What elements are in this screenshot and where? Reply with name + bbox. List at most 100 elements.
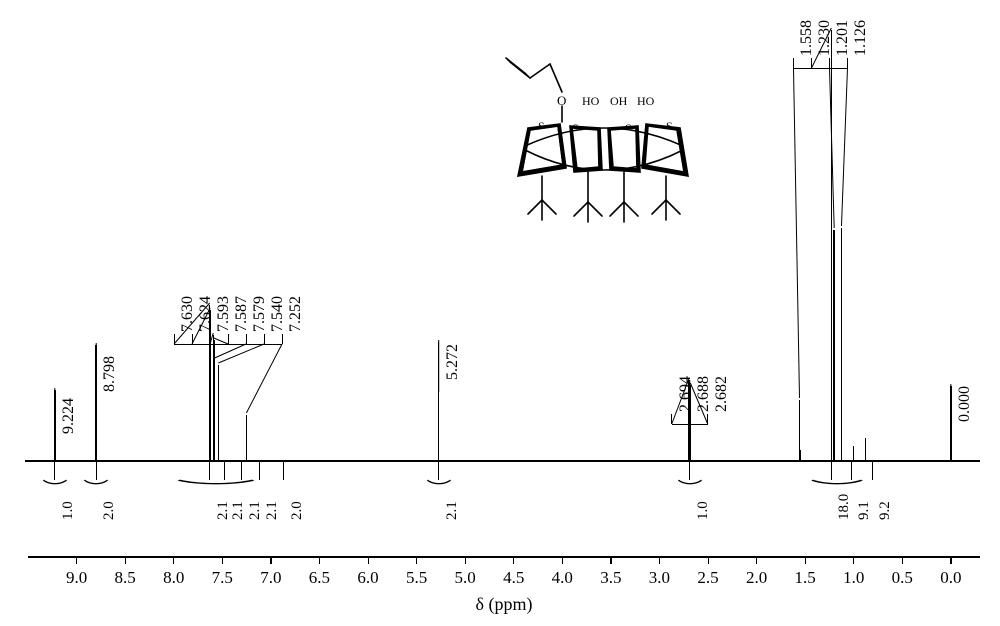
integration-value: 2.0: [101, 501, 118, 520]
x-axis-tick: [125, 556, 126, 564]
nmr-peak: [210, 310, 211, 460]
peak-assignment-label: 1.558: [798, 20, 816, 56]
peak-label-leader: [829, 58, 830, 68]
x-axis-tick: [950, 556, 951, 564]
peak-assignment-label: 5.272: [444, 344, 462, 380]
integration-value: 1.0: [60, 501, 77, 520]
x-axis-tick: [368, 556, 369, 564]
integration-marker: [209, 462, 210, 480]
peak-label-leader: [671, 414, 672, 424]
peak-label-leader: [96, 394, 97, 404]
nmr-noise: [246, 452, 247, 460]
nmr-noise: [853, 446, 854, 460]
x-axis-tick: [902, 556, 903, 564]
x-axis-tick-label: 4.5: [503, 568, 524, 588]
integration-brace: ︶: [677, 480, 702, 498]
x-axis-tick: [805, 556, 806, 564]
peak-label-leader: [847, 58, 848, 68]
nmr-noise: [800, 450, 801, 460]
peak-label-leader: [192, 334, 193, 344]
peak-label-leader: [246, 334, 247, 344]
x-axis-tick-label: 5.0: [455, 568, 476, 588]
x-axis-tick-label: 6.5: [309, 568, 330, 588]
integration-marker: [96, 462, 97, 480]
peak-label-leader: [228, 334, 229, 344]
peak-label-hbar: [174, 344, 282, 345]
nmr-figure: 9.224 8.798 7.6307.6247.5937.5877.5797.540…: [0, 0, 1000, 626]
peak-label-leader: [54, 436, 55, 446]
integration-marker: [241, 462, 242, 480]
integration-marker: [54, 462, 55, 480]
integration-marker: [851, 462, 852, 480]
peak-assignment-label: 2.682: [713, 376, 731, 412]
x-axis-tick-label: 5.5: [406, 568, 427, 588]
peak-assignment-label: 7.579: [251, 296, 269, 332]
integration-brace: ︶: [84, 480, 109, 498]
nmr-peak: [841, 228, 842, 460]
x-axis-tick: [853, 556, 854, 564]
nmr-peak: [833, 230, 834, 460]
peak-assignment-label: 1.126: [852, 20, 870, 56]
molecule-structure: O HO OH HO S S S S: [470, 50, 720, 265]
x-axis-tick: [708, 556, 709, 564]
integration-value: 9.1: [856, 501, 873, 520]
peak-assignment-label: 7.252: [287, 296, 305, 332]
nmr-peak: [950, 386, 951, 460]
peak-assignment-label: 0.000: [956, 386, 974, 422]
x-axis-tick-label: 6.0: [357, 568, 378, 588]
x-axis-tick-label: 0.0: [940, 568, 961, 588]
integration-marker: [689, 462, 690, 480]
integration-value: 1.0: [695, 501, 712, 520]
peak-label-leader: [438, 382, 439, 392]
integration-marker: [831, 462, 832, 480]
integration-marker: [259, 462, 260, 480]
x-axis-tick-label: 8.0: [163, 568, 184, 588]
x-axis-tick: [270, 556, 271, 564]
nmr-peak: [218, 365, 219, 460]
nmr-noise: [865, 438, 866, 460]
integration-marker: [224, 462, 225, 480]
peak-assignment-label: 2.688: [695, 376, 713, 412]
x-axis-tick-label: 7.0: [260, 568, 281, 588]
nmr-peak: [214, 360, 215, 460]
x-axis-tick-label: 9.0: [66, 568, 87, 588]
x-axis-tick: [222, 556, 223, 564]
peak-assignment-label: 7.540: [269, 296, 287, 332]
x-axis-tick: [756, 556, 757, 564]
integration-brace: ︶: [176, 480, 257, 498]
x-axis-tick: [610, 556, 611, 564]
peak-label-leader: [950, 424, 951, 434]
integration-value: 2.0: [289, 501, 306, 520]
integration-marker: [872, 462, 873, 480]
x-axis-tick-label: 8.5: [115, 568, 136, 588]
peak-assignment-label: 7.630: [179, 296, 197, 332]
integration-value: 9.2: [877, 501, 894, 520]
peak-label-hbar: [793, 68, 847, 69]
integration-value: 2.1: [230, 501, 247, 520]
integration-brace: ︶: [42, 480, 67, 498]
peak-assignment-label: 9.224: [60, 398, 78, 434]
peak-assignment-label: 7.587: [233, 296, 251, 332]
peak-label-leader: [793, 58, 794, 68]
x-axis-tick: [76, 556, 77, 564]
nmr-peak: [54, 390, 55, 460]
integration-marker: [438, 462, 439, 480]
spectrum-baseline: [25, 460, 980, 462]
x-axis-tick: [562, 556, 563, 564]
integration-marker: [283, 462, 284, 480]
x-axis-tick: [513, 556, 514, 564]
peak-label-leader: [707, 414, 708, 424]
integration-brace: ︶: [426, 480, 451, 498]
peak-assignment-label: 7.593: [215, 296, 233, 332]
peak-assignment-label: 7.624: [197, 296, 215, 332]
x-axis-tick: [465, 556, 466, 564]
integration-brace: ︶: [810, 480, 864, 498]
x-axis-tick: [173, 556, 174, 564]
peak-assignment-label: 1.201: [834, 20, 852, 56]
x-axis-line: [28, 556, 980, 558]
x-axis-tick-label: 1.5: [795, 568, 816, 588]
integration-value: 2.1: [264, 501, 281, 520]
x-axis-tick-label: 2.5: [697, 568, 718, 588]
x-axis-tick-label: 4.0: [552, 568, 573, 588]
peak-assignment-label: 8.798: [101, 356, 119, 392]
